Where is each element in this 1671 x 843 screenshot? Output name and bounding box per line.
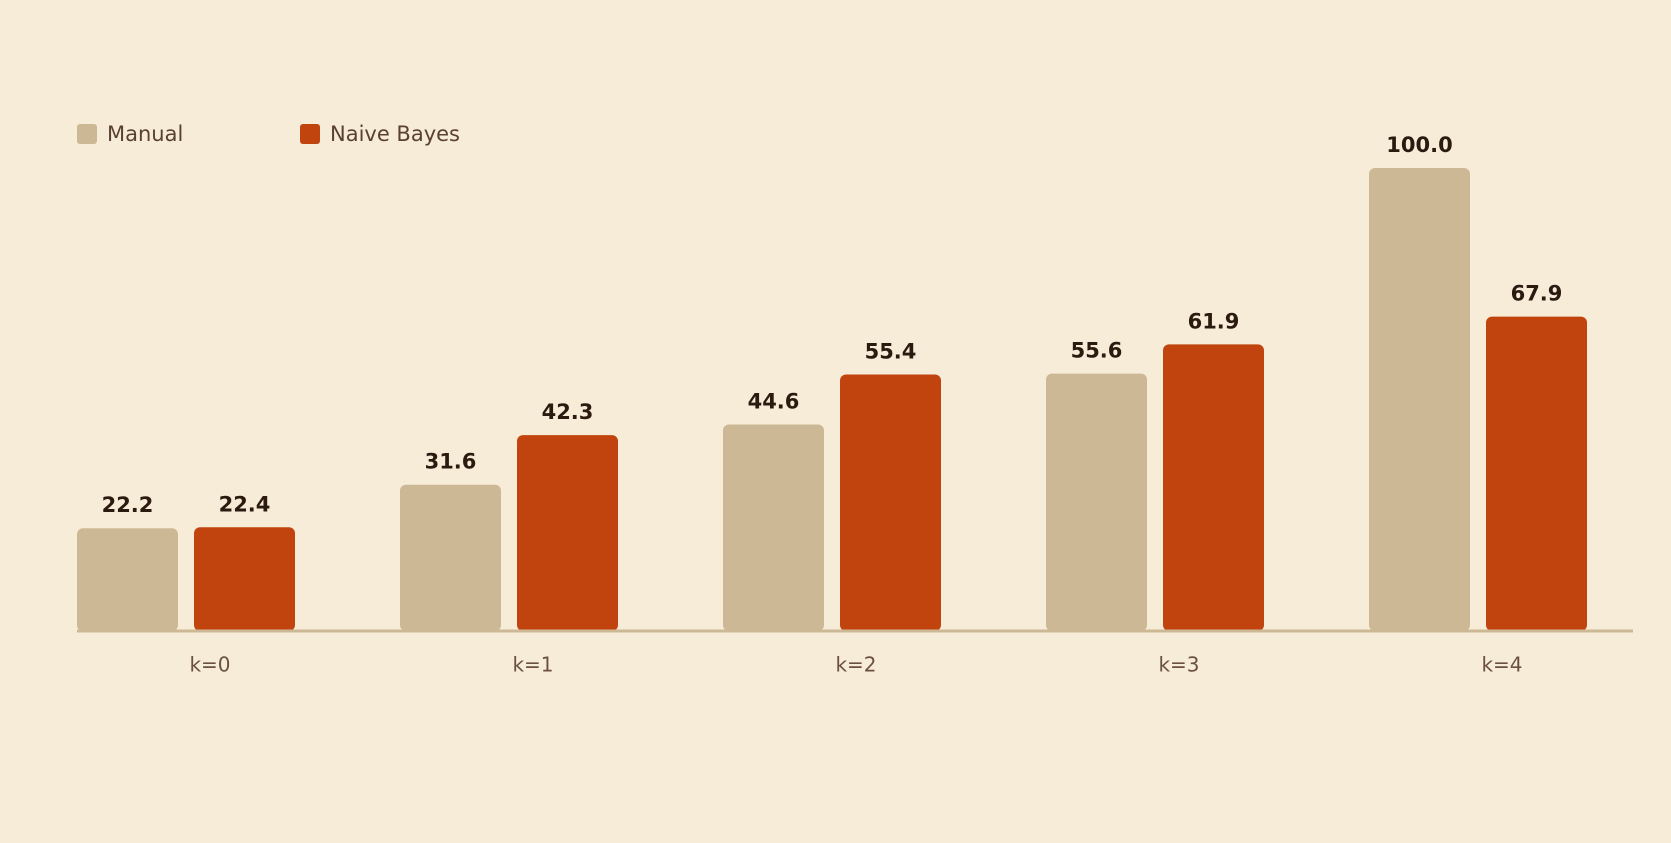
value-label: 55.6: [1071, 339, 1123, 363]
bar: [1486, 316, 1587, 631]
bar: [194, 527, 295, 631]
x-tick-label: k=4: [1481, 653, 1522, 677]
bar: [400, 484, 501, 631]
value-label: 100.0: [1386, 133, 1452, 157]
value-label: 22.4: [219, 492, 271, 516]
bar: [723, 424, 824, 631]
value-label: 42.3: [542, 400, 594, 424]
bar: [1163, 344, 1264, 631]
x-tick-label: k=2: [835, 653, 876, 677]
legend-swatch: [77, 124, 97, 144]
value-label: 31.6: [425, 450, 477, 474]
bar: [77, 528, 178, 631]
bar: [517, 435, 618, 631]
value-label: 44.6: [748, 390, 800, 414]
x-tick-label: k=1: [512, 653, 553, 677]
bar: [1046, 373, 1147, 631]
bar: [840, 374, 941, 631]
value-label: 22.2: [102, 493, 154, 517]
x-tick-label: k=0: [189, 653, 230, 677]
legend-label: Manual: [107, 122, 183, 146]
legend-label: Naive Bayes: [330, 122, 460, 146]
value-label: 67.9: [1511, 282, 1563, 306]
bar: [1369, 168, 1470, 631]
x-tick-label: k=3: [1158, 653, 1199, 677]
value-label: 55.4: [865, 339, 917, 363]
legend-swatch: [300, 124, 320, 144]
value-label: 61.9: [1188, 309, 1240, 333]
